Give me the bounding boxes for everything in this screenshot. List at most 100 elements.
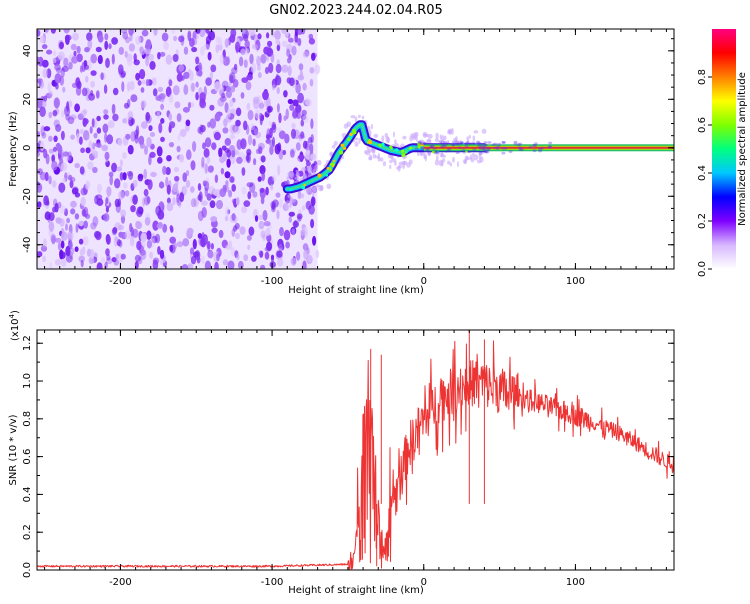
noise-blob (48, 135, 53, 142)
noise-blob (83, 118, 89, 125)
noise-blob (207, 51, 212, 61)
noise-blob (159, 51, 166, 57)
noise-blob (298, 63, 304, 71)
noise-blob (304, 98, 311, 106)
trace-spot (329, 167, 332, 170)
noise-blob (70, 200, 77, 208)
noise-blob (80, 147, 85, 154)
noise-blob (195, 92, 199, 101)
noise-blob (227, 209, 231, 215)
noise-blob (285, 241, 290, 249)
trace-halo (440, 160, 444, 167)
trace-halo (317, 159, 322, 166)
noise-blob (267, 106, 272, 113)
noise-blob (111, 257, 117, 263)
trace-halo (465, 156, 471, 161)
noise-blob (53, 97, 60, 109)
noise-blob (207, 250, 214, 259)
trace-halo (301, 167, 306, 172)
noise-blob (105, 57, 110, 69)
noise-blob (157, 156, 163, 164)
noise-blob (38, 80, 45, 89)
noise-blob (247, 109, 254, 121)
noise-blob (143, 188, 149, 197)
trace-halo (443, 135, 447, 141)
trace-spot (368, 138, 371, 141)
noise-blob (240, 92, 245, 99)
noise-blob (168, 113, 173, 121)
noise-blob (221, 92, 226, 99)
noise-blob (209, 71, 214, 80)
noise-blob (308, 204, 315, 215)
trace-halo (469, 154, 473, 160)
zero-line-fringe (414, 147, 419, 151)
noise-blob (283, 90, 288, 98)
noise-blob (172, 241, 178, 250)
noise-blob (65, 34, 70, 45)
noise-blob (97, 34, 104, 43)
noise-blob (66, 101, 70, 112)
noise-blob (172, 85, 180, 96)
noise-blob (179, 128, 187, 138)
noise-blob (64, 208, 68, 217)
trace-halo (449, 162, 453, 167)
noise-blob (151, 237, 155, 248)
trace-halo (453, 137, 457, 142)
noise-blob (235, 197, 240, 206)
trace-halo (415, 135, 418, 142)
noise-blob (145, 114, 152, 124)
noise-blob (57, 51, 65, 60)
zero-line-fringe (518, 148, 523, 152)
noise-blob (287, 57, 292, 64)
noise-blob (103, 213, 110, 222)
noise-blob (76, 45, 81, 54)
trace-halo (409, 135, 413, 142)
noise-blob (260, 101, 264, 109)
noise-blob (258, 103, 265, 112)
colorbar-tick-label: 0.6 (697, 117, 708, 133)
snr-multiplier-base: (x10 (10, 318, 21, 341)
trace-halo (472, 135, 476, 142)
noise-blob (302, 140, 308, 149)
noise-blob (80, 110, 87, 117)
noise-blob (268, 121, 273, 127)
noise-blob (229, 176, 235, 183)
noise-blob (108, 171, 114, 178)
noise-blob (231, 213, 236, 221)
noise-blob (192, 238, 197, 250)
noise-blob (262, 210, 268, 221)
noise-blob (105, 257, 113, 265)
zero-line-fringe (455, 143, 460, 146)
noise-blob (250, 123, 255, 131)
snr-y-label: SNR (10 * v/v) (8, 414, 19, 485)
noise-blob (217, 37, 223, 48)
noise-blob (91, 118, 95, 128)
noise-blob (80, 196, 86, 206)
noise-blob (37, 182, 43, 193)
snr-y-tick-label: 1.0 (22, 373, 33, 389)
noise-blob (103, 109, 109, 115)
noise-blob (147, 179, 153, 191)
noise-blob (168, 124, 172, 133)
noise-blob (206, 240, 211, 250)
noise-blob (114, 198, 120, 208)
noise-blob (257, 33, 262, 40)
spectrogram-x-label: Height of straight line (km) (288, 285, 424, 296)
noise-blob (276, 250, 283, 258)
noise-blob (213, 189, 220, 196)
noise-blob (169, 244, 174, 252)
trace-halo (303, 173, 307, 179)
trace-halo (468, 134, 471, 139)
noise-blob (137, 80, 142, 86)
trace-halo (350, 115, 356, 119)
noise-blob (202, 234, 208, 245)
noise-blob (241, 167, 246, 176)
noise-blob (229, 74, 234, 84)
trace-spot (389, 145, 392, 149)
zero-line-fringe (461, 148, 466, 152)
zero-line-fringe (501, 147, 505, 150)
noise-blob (296, 251, 301, 261)
noise-blob (247, 244, 251, 251)
noise-blob (140, 232, 147, 243)
noise-blob (200, 255, 206, 265)
